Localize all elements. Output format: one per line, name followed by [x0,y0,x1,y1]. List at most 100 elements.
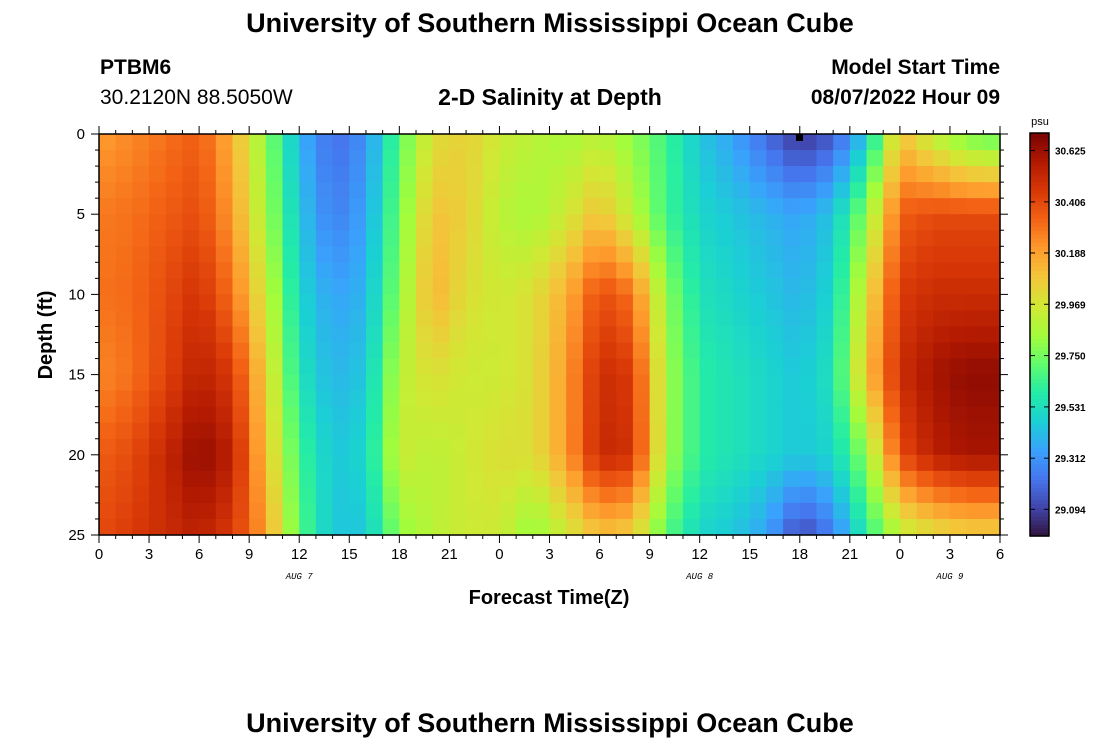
heatmap-cell [282,326,300,344]
heatmap-cell [632,230,651,247]
colorbar-segment [1030,419,1049,424]
heatmap-cell [799,182,818,199]
heatmap-cell [165,150,184,167]
heatmap-cell [165,390,184,408]
heatmap-cell [215,438,234,456]
heatmap-cell [783,406,801,424]
heatmap-cell [382,486,400,504]
heatmap-cell [215,198,234,215]
heatmap-cell [582,230,601,247]
heatmap-cell [632,454,651,472]
heatmap-cell [566,454,584,472]
heatmap-cell [983,326,1001,344]
heatmap-cell [99,486,117,504]
heatmap-cell [799,198,818,215]
heatmap-cell [883,182,901,199]
heatmap-cell [733,214,751,231]
heatmap-cell [466,182,484,199]
heatmap-cell [499,358,517,376]
heatmap-cell [966,406,984,424]
heatmap-cell [766,134,784,151]
heatmap-cell [949,214,968,231]
heatmap-cell [165,310,184,328]
heatmap-cell [499,502,517,520]
heatmap-cell [783,358,801,376]
heatmap-cell [899,502,918,520]
heatmap-cell [966,150,984,167]
heatmap-cell [899,390,918,408]
heatmap-cell [432,502,450,520]
heatmap-cell [215,134,234,151]
heatmap-cell [282,422,300,440]
heatmap-cell [382,262,400,279]
heatmap-cell [365,422,384,440]
heatmap-cell [199,278,217,295]
heatmap-cell [182,166,200,183]
heatmap-cell [699,374,717,392]
heatmap-cell [165,246,184,263]
heatmap-cell [666,214,684,231]
colorbar-segment [1030,233,1049,239]
heatmap-cell [282,134,300,151]
heatmap-cell [866,406,884,424]
heatmap-cell [532,310,551,328]
colorbar-segment [1030,237,1049,243]
heatmap-cell [349,342,367,360]
heatmap-cell [766,422,784,440]
heatmap-cell [549,294,567,312]
heatmap-cell [182,390,200,408]
heatmap-cell [499,486,517,504]
heatmap-cell [566,198,584,215]
heatmap-cell [933,342,951,360]
heatmap-cell [332,230,350,247]
heatmap-cell [799,150,818,167]
heatmap-cell [549,246,567,263]
heatmap-cell [199,342,217,360]
colorbar-segment [1030,407,1049,412]
heatmap-cell [99,214,117,231]
heatmap-cell [699,134,717,151]
heatmap-cell [966,518,984,536]
heatmap-cell [332,358,350,376]
heatmap-cell [933,486,951,504]
heatmap-cell [616,358,634,376]
heatmap-cell [365,182,384,199]
heatmap-cell [632,358,651,376]
heatmap-cell [232,310,250,328]
heatmap-cell [365,454,384,472]
heatmap-cell [99,150,117,167]
heatmap-cell [599,502,617,520]
colorbar-segment [1030,249,1049,255]
heatmap-cell [482,518,501,536]
heatmap-cell [232,374,250,392]
heatmap-cell [883,438,901,456]
colorbar-segment [1030,165,1049,170]
heatmap-cell [466,454,484,472]
heatmap-cell [783,198,801,215]
colorbar-segment [1030,346,1049,352]
heatmap-cell [733,230,751,247]
heatmap-cell [265,454,284,472]
heatmap-cell [482,470,501,488]
y-tick-label: 25 [68,527,85,544]
heatmap-cell [199,150,217,167]
heatmap-cell [299,166,317,183]
heatmap-cell [399,342,417,360]
heatmap-cell [866,454,884,472]
heatmap-cell [349,470,367,488]
heatmap-cell [399,230,417,247]
heatmap-cell [132,518,150,536]
heatmap-cell [382,150,400,167]
heatmap-cell [666,454,684,472]
heatmap-cell [532,230,551,247]
heatmap-cell [115,342,133,360]
heatmap-cell [666,182,684,199]
heatmap-cell [666,278,684,295]
heatmap-cell [799,262,818,279]
heatmap-cell [682,390,701,408]
heatmap-cell [716,470,734,488]
x-tick-label: 6 [195,546,203,563]
heatmap-cell [382,310,400,328]
heatmap-cell [949,342,968,360]
heatmap-cell [315,422,334,440]
